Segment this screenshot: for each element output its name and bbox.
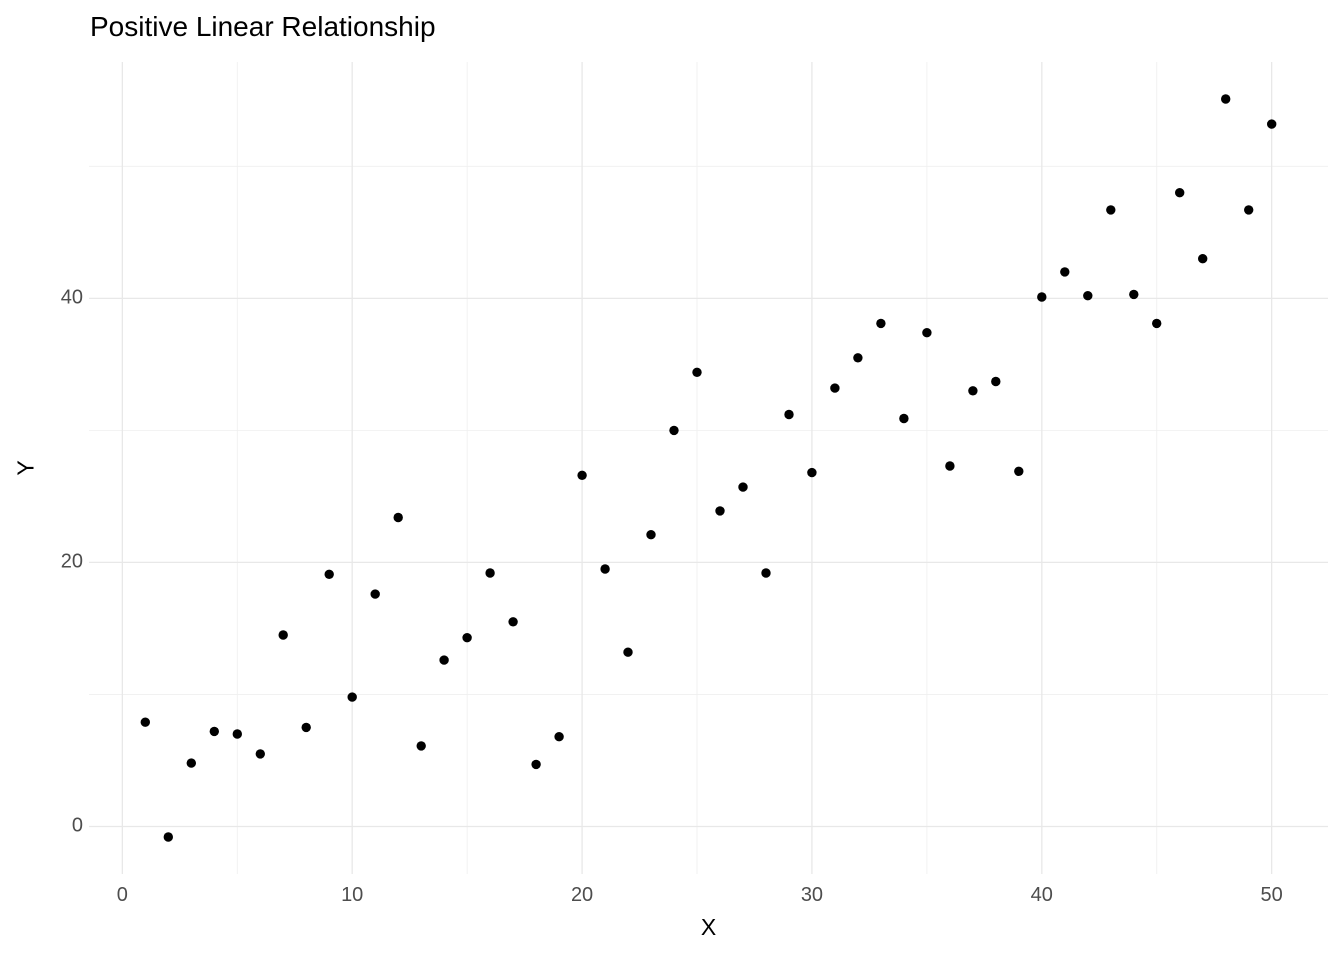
data-point	[1083, 291, 1093, 301]
data-point	[899, 413, 909, 424]
y-axis-label: Y	[12, 460, 39, 476]
data-point	[646, 530, 656, 540]
data-point	[1014, 466, 1024, 476]
x-tick-label: 20	[570, 884, 594, 906]
x-axis-label: X	[700, 914, 717, 940]
data-point	[531, 759, 541, 770]
data-point	[669, 425, 679, 436]
data-point	[922, 328, 932, 338]
data-point	[600, 564, 610, 574]
data-point	[761, 568, 771, 578]
data-point	[1106, 205, 1116, 215]
data-point	[416, 741, 426, 751]
data-point	[1129, 289, 1139, 300]
data-point	[1152, 318, 1162, 329]
data-point	[692, 367, 702, 377]
data-point	[1244, 205, 1254, 215]
data-point	[991, 376, 1001, 387]
y-tick-label: 40	[60, 286, 83, 309]
data-point	[347, 692, 357, 702]
data-point	[738, 482, 748, 492]
y-tick-label: 20	[60, 550, 83, 573]
data-point	[830, 383, 840, 393]
data-point	[945, 461, 955, 471]
x-tick-label: 50	[1260, 884, 1283, 906]
data-point	[163, 832, 173, 842]
data-point	[439, 655, 449, 665]
data-point	[554, 732, 564, 742]
data-point	[623, 647, 633, 657]
data-point	[301, 722, 311, 733]
x-tick-label: 40	[1030, 884, 1053, 906]
data-point	[232, 729, 242, 739]
y-tick-label: 0	[71, 814, 83, 837]
data-point	[255, 749, 265, 759]
data-point	[1221, 94, 1231, 104]
chart-title: Positive Linear Relationship	[90, 11, 436, 42]
data-point	[209, 726, 219, 737]
data-point	[393, 512, 403, 523]
data-point	[784, 409, 794, 420]
data-point	[1175, 188, 1185, 198]
x-tick-label: 30	[800, 884, 824, 906]
data-point	[876, 318, 886, 329]
x-tick-label: 10	[341, 884, 364, 906]
data-point	[278, 630, 288, 640]
data-point	[462, 633, 472, 643]
data-point	[140, 717, 150, 727]
data-point	[1267, 119, 1277, 129]
data-point	[186, 758, 196, 768]
data-point	[370, 589, 380, 599]
data-point	[508, 617, 518, 627]
data-point	[577, 470, 587, 480]
data-point	[485, 568, 495, 578]
data-point	[715, 506, 725, 516]
x-tick-label: 0	[116, 884, 128, 906]
data-point	[968, 386, 978, 396]
data-point	[1037, 292, 1047, 302]
data-point	[324, 569, 334, 579]
data-point	[1198, 254, 1208, 264]
data-point	[853, 353, 863, 363]
data-point	[807, 467, 817, 478]
data-point	[1060, 267, 1070, 277]
